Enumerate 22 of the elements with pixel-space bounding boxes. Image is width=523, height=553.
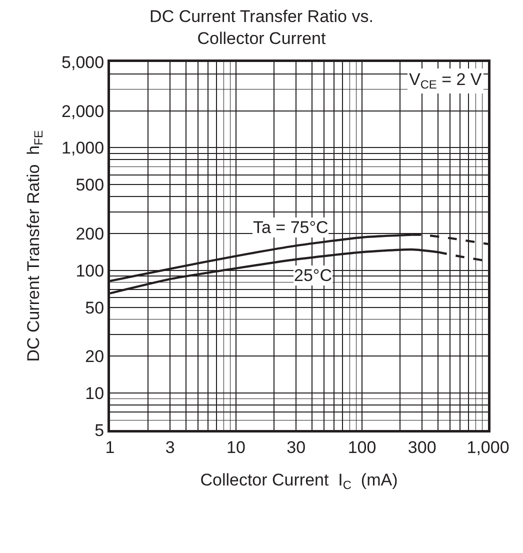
chart-title: DC Current Transfer Ratio vs. Collector Current (150, 7, 374, 48)
annotation: Ta = 75°C (253, 218, 328, 237)
y-tick-label: 5,000 (62, 52, 104, 72)
x-tick-label: 30 (286, 438, 306, 457)
y-tick-label: 200 (76, 224, 104, 244)
x-tick-label: 300 (408, 438, 436, 457)
annotation: 25°C (294, 266, 332, 285)
x-tick-label: 1,000 (466, 438, 510, 457)
x-tick-label: 100 (348, 438, 376, 457)
x-tick-label: 10 (226, 438, 246, 457)
y-tick-label: 5 (94, 420, 104, 440)
x-tick-label: 1 (105, 438, 115, 457)
x-tick-label: 3 (165, 438, 175, 457)
y-tick-label: 20 (85, 347, 104, 366)
y-tick-label: 1,000 (62, 138, 104, 158)
y-tick-label: 50 (85, 298, 104, 318)
y-tick-label: 100 (76, 261, 104, 280)
x-axis-title: Collector Current I$_{C}$ (mA) (200, 470, 398, 492)
annotation: V$_{CE}$ = 2 V (409, 70, 482, 92)
y-tick-label: 2,000 (62, 102, 104, 121)
y-tick-label: 10 (85, 384, 104, 404)
y-tick-label: 500 (76, 176, 104, 195)
